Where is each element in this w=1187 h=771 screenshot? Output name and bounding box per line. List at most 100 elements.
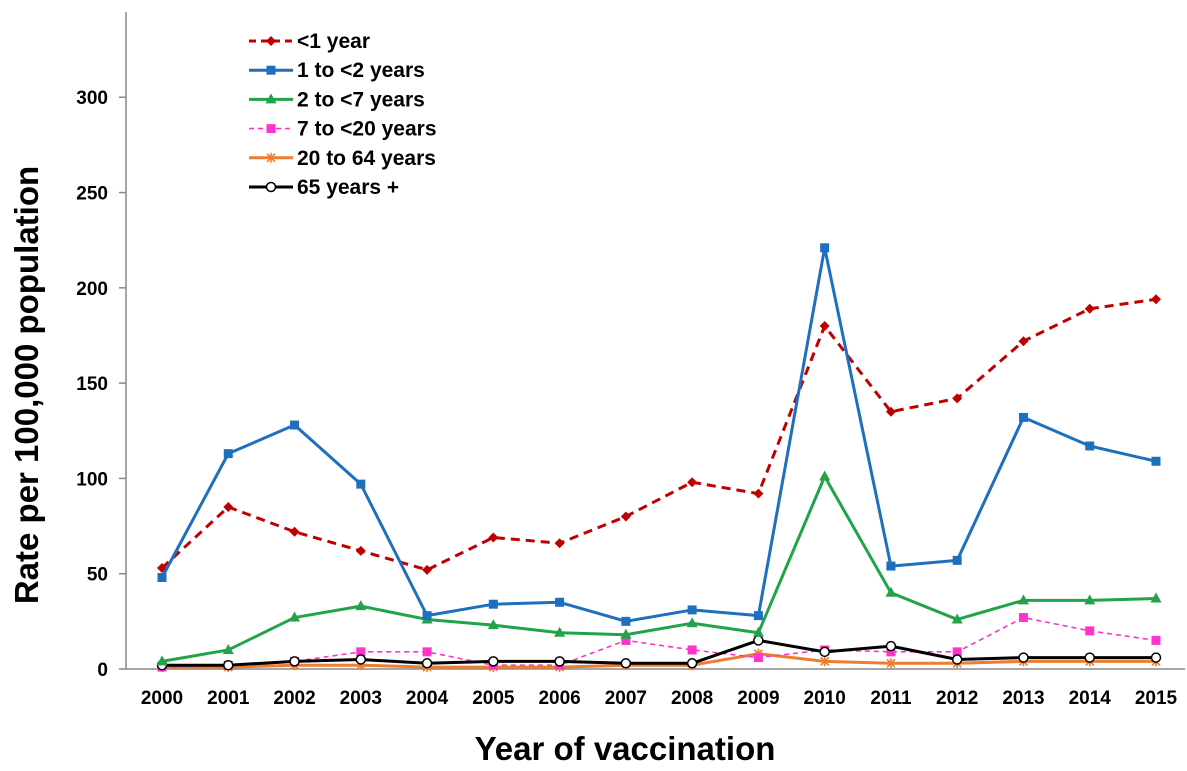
- data-point: [620, 628, 632, 639]
- data-point: [290, 420, 300, 430]
- y-tick-label: 250: [76, 184, 108, 205]
- data-point: [1018, 613, 1028, 623]
- data-point: [819, 470, 831, 481]
- data-point: [156, 655, 168, 666]
- data-point: [686, 617, 698, 628]
- legend-marker: [266, 152, 276, 163]
- x-tick-label: 2001: [207, 688, 250, 709]
- data-point: [554, 626, 566, 637]
- data-point: [886, 658, 896, 669]
- data-point: [1150, 652, 1162, 663]
- legend-entry: 20 to 64 years: [249, 147, 436, 170]
- x-tick-label: 2007: [605, 688, 647, 709]
- data-point: [222, 643, 234, 654]
- x-tick-label: 2015: [1135, 688, 1178, 709]
- data-point: [1150, 592, 1162, 603]
- data-point: [289, 526, 300, 537]
- data-point: [885, 640, 897, 652]
- data-point: [157, 573, 167, 583]
- data-point: [1084, 303, 1095, 314]
- x-tick-label: 2013: [1002, 688, 1044, 709]
- y-axis-title: Rate per 100,000 population: [8, 166, 45, 604]
- x-tick-label: 2011: [870, 688, 912, 709]
- legend-marker: [266, 36, 276, 46]
- legend-marker: [265, 181, 277, 193]
- legend-label: 2 to <7 years: [297, 88, 425, 111]
- legend-entry: 2 to <7 years: [249, 88, 425, 111]
- data-point: [223, 659, 234, 671]
- x-tick-label: 2006: [538, 688, 580, 709]
- series-layer: [156, 243, 1162, 673]
- series-line: [161, 475, 1157, 663]
- data-point: [687, 645, 697, 655]
- legend: <1 year 1 to <2 years 2 to <7 years 7 to <2…: [249, 30, 437, 199]
- data-point: [421, 658, 433, 669]
- data-point: [1151, 294, 1161, 305]
- y-tick-label: 200: [76, 279, 108, 300]
- data-point: [620, 511, 631, 522]
- data-point: [356, 479, 366, 489]
- x-axis-ticks: 2000 2001 2002 2003 2004 2005 2006 2007 2008 2009…: [141, 688, 1178, 709]
- y-tick-label: 50: [87, 565, 108, 586]
- data-point: [620, 658, 632, 669]
- legend-entry: 1 to <2 years: [249, 59, 425, 82]
- data-point: [885, 406, 896, 417]
- legend-marker: [266, 65, 276, 75]
- x-axis-title: Year of vaccination: [475, 730, 776, 767]
- data-point: [1018, 336, 1029, 347]
- series-line: [162, 638, 1156, 667]
- x-tick-label: 2000: [141, 688, 183, 709]
- data-point: [951, 654, 963, 665]
- series-2: [156, 470, 1162, 666]
- data-point: [951, 613, 963, 624]
- axes: [125, 12, 1185, 670]
- legend-label: <1 year: [297, 30, 370, 53]
- data-point: [355, 654, 367, 665]
- data-point: [1151, 456, 1161, 466]
- data-point: [621, 616, 631, 626]
- data-point: [422, 564, 433, 575]
- legend-label: 20 to 64 years: [297, 147, 436, 170]
- legend-marker: [265, 93, 277, 104]
- data-point: [554, 656, 565, 667]
- data-point: [1084, 652, 1095, 663]
- x-tick-label: 2003: [340, 688, 382, 709]
- y-tick-label: 0: [97, 660, 108, 681]
- data-point: [1085, 441, 1095, 451]
- data-point: [952, 647, 962, 657]
- data-point: [753, 635, 764, 646]
- data-point: [488, 656, 499, 667]
- data-point: [422, 647, 432, 657]
- data-point: [752, 626, 764, 637]
- y-tick-label: 300: [76, 88, 108, 109]
- data-point: [753, 611, 763, 621]
- series-5: [156, 635, 1162, 671]
- data-point: [820, 656, 830, 667]
- x-tick-label: 2009: [737, 688, 779, 709]
- data-point: [753, 488, 764, 499]
- data-point: [1017, 594, 1029, 605]
- series-line: [162, 652, 1156, 669]
- data-point: [488, 532, 499, 543]
- data-point: [820, 243, 830, 253]
- data-point: [952, 555, 962, 565]
- series-line: [160, 297, 1157, 572]
- data-point: [289, 611, 301, 622]
- y-axis-ticks: 0 50 100 150 200 250 300: [76, 88, 126, 681]
- series-line: [161, 616, 1157, 668]
- data-point: [555, 597, 565, 607]
- legend-entry: <1 year: [249, 30, 370, 53]
- data-point: [1085, 626, 1095, 636]
- data-point: [819, 646, 830, 658]
- data-point: [1151, 635, 1161, 645]
- data-point: [422, 611, 432, 621]
- legend-label: 1 to <2 years: [297, 59, 425, 82]
- legend-label: 65 years +: [297, 176, 399, 199]
- legend-entry: 7 to <20 years: [249, 118, 437, 141]
- y-tick-label: 100: [76, 469, 108, 490]
- data-point: [554, 538, 565, 549]
- data-point: [819, 320, 830, 331]
- data-point: [1018, 412, 1028, 422]
- data-point: [356, 647, 366, 657]
- legend-entry: 65 years +: [249, 176, 399, 199]
